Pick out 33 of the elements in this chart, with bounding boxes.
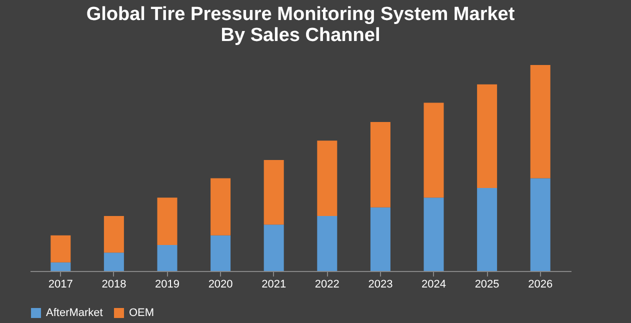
bar (317, 140, 338, 216)
bar (50, 235, 71, 262)
x-tick-label: 2018 (102, 278, 126, 290)
bar (157, 245, 178, 271)
bar (477, 188, 498, 271)
x-tick-label: 2022 (314, 278, 340, 290)
bar (210, 178, 231, 236)
bar (370, 122, 390, 208)
x-tick-label: 2024 (422, 278, 446, 290)
bar (530, 178, 550, 271)
x-tick-label: 2026 (528, 278, 553, 290)
x-tick-label: 2017 (48, 278, 73, 290)
chart-title: Global Tire Pressure Monitoring System Market By Sales Channel (86, 4, 516, 46)
bar (424, 102, 444, 198)
x-tick-label: 2025 (474, 278, 500, 290)
bar (530, 65, 550, 178)
x-tick-label: 2019 (155, 278, 180, 290)
bar (157, 198, 178, 246)
x-tick-label: 2021 (262, 278, 286, 290)
legend-label: AfterMarket (46, 307, 103, 319)
bar (104, 216, 124, 253)
bar (370, 207, 390, 271)
bar (264, 160, 284, 225)
x-tick-label: 2020 (208, 278, 233, 290)
bar (264, 224, 284, 271)
bar (317, 216, 338, 271)
bar (104, 252, 124, 271)
bar (210, 235, 231, 271)
legend-label: OEM (129, 307, 154, 319)
x-tick-label: 2023 (368, 278, 393, 290)
bar (477, 84, 498, 188)
bar (50, 262, 71, 271)
bar (424, 198, 444, 271)
